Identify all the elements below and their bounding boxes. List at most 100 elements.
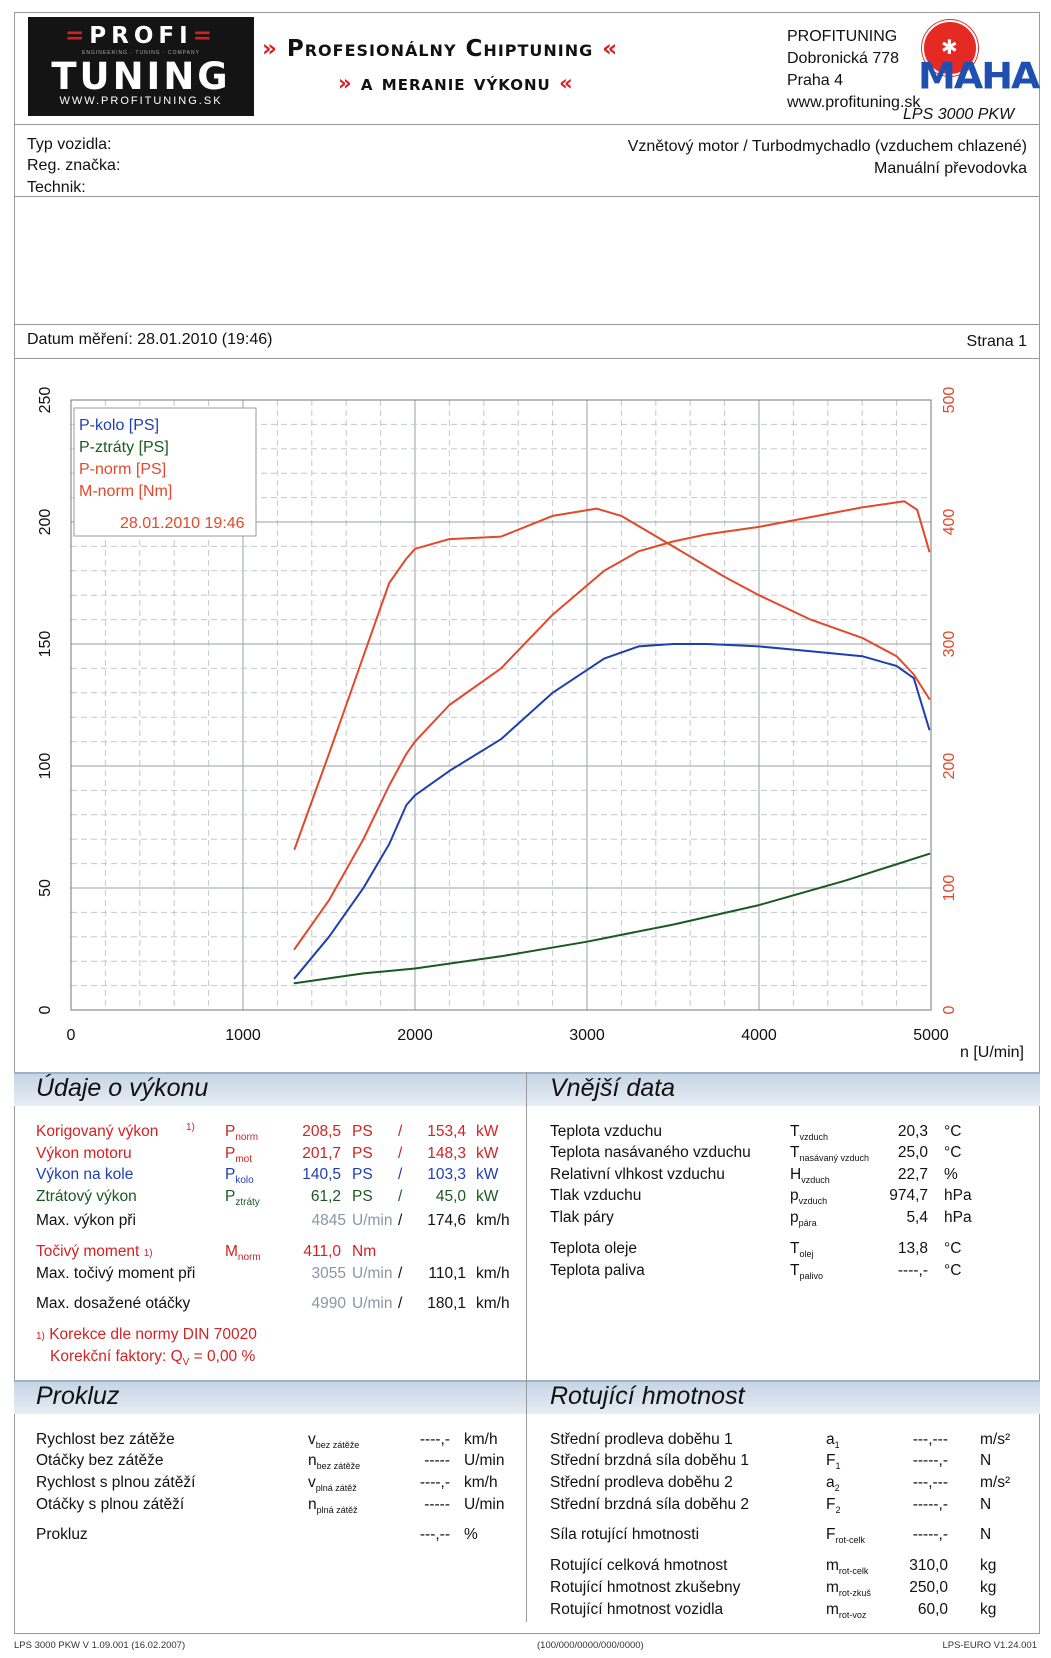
symbol-sub: plná zátěž <box>315 1483 357 1494</box>
ext-row-value: ----,- <box>897 1262 928 1279</box>
symbol-sub: ztráty <box>235 1196 260 1208</box>
rot-row-value: -----,- <box>912 1496 948 1513</box>
slip-row-symbol: vplná zátěž <box>308 1474 357 1493</box>
maha-logo: MAHA <box>918 55 1040 97</box>
max-power-rpm: 4845 <box>311 1212 346 1229</box>
perf-row-symbol: Pkolo <box>225 1166 254 1186</box>
perf-row-unit-kw: kW <box>476 1123 499 1140</box>
max-torque-speed-unit: km/h <box>476 1265 510 1282</box>
perf-row-value-kw: 148,3 <box>427 1144 466 1162</box>
rot-row-unit: kg <box>980 1579 997 1596</box>
slip-title: Prokluz <box>36 1382 120 1410</box>
rot-row-unit: N <box>980 1452 992 1469</box>
company-street: Dobronická 778 <box>787 50 900 67</box>
rot-row-symbol: a2 <box>826 1474 840 1493</box>
slip-row-label: Rychlost bez zátěže <box>36 1431 175 1448</box>
rot-row-unit: N <box>980 1526 992 1543</box>
symbol-sub: 2 <box>834 1483 840 1494</box>
perf-row-unit-ps: PS <box>352 1123 373 1140</box>
rot-row-unit: m/s² <box>980 1474 1011 1491</box>
reg-label: Reg. značka: <box>27 157 121 174</box>
ext-row-label: Teplota vzduchu <box>550 1123 663 1140</box>
slip-row-unit: km/h <box>464 1431 498 1448</box>
ext-row-unit: °C <box>944 1144 962 1161</box>
rot-row-unit: N <box>980 1496 992 1513</box>
symbol-sub: mot <box>235 1153 253 1165</box>
ext-row-value: 20,3 <box>897 1123 928 1140</box>
y-right-tick-label: 0 <box>941 1005 958 1014</box>
slip-band <box>14 1380 526 1414</box>
symbol-letter: v <box>308 1474 316 1491</box>
max-rpm-unit: U/min <box>352 1295 393 1312</box>
technician-label: Technik: <box>27 179 86 196</box>
symbol-letter: P <box>225 1123 236 1140</box>
perf-row-label: Výkon motoru <box>36 1144 132 1162</box>
perf-row-symbol: Pmot <box>225 1145 252 1165</box>
ext-row-unit: hPa <box>944 1187 972 1204</box>
x-axis-unit: n [U/min] <box>960 1044 1024 1061</box>
symbol-sub: plná zátěž <box>316 1505 358 1516</box>
rot-row-unit: m/s² <box>980 1431 1011 1448</box>
rot-row-value: 310,0 <box>909 1557 948 1574</box>
rot-row-symbol: mrot-voz <box>826 1601 866 1620</box>
symbol-letter: m <box>826 1601 839 1618</box>
symbol-sub: palivo <box>799 1271 823 1282</box>
slip-row-value: ----- <box>424 1496 450 1513</box>
perf-row-value-ps: 61,2 <box>310 1187 341 1205</box>
rot-row-label: Střední prodleva doběhu 2 <box>550 1474 733 1491</box>
ext-row-symbol: Tvzduch <box>790 1123 828 1142</box>
ext-row-symbol: Tpalivo <box>790 1262 823 1281</box>
max-power-speed-unit: km/h <box>476 1212 510 1229</box>
symbol-sub: pára <box>798 1218 817 1229</box>
rot-row-label: Rotující hmotnost vozidla <box>550 1601 724 1618</box>
perf-row-value-kw: 45,0 <box>435 1187 466 1205</box>
rot-row-symbol: F1 <box>826 1452 840 1471</box>
legend-entry: P-ztráty [PS] <box>79 439 169 456</box>
rot-row-unit: kg <box>980 1601 997 1618</box>
slip-row-symbol: nplná zátěž <box>308 1496 358 1515</box>
divider <box>14 196 1040 197</box>
max-rpm-slash: / <box>398 1295 403 1312</box>
ext-row-value: 25,0 <box>897 1144 928 1161</box>
symbol-sub: rot-zkuš <box>838 1588 871 1599</box>
rot-title: Rotující hmotnost <box>550 1382 745 1410</box>
symbol-sub: bez zátěže <box>316 1461 361 1472</box>
max-rpm-value: 4990 <box>311 1295 346 1312</box>
symbol-letter: P <box>225 1187 236 1205</box>
slip-row-unit: % <box>464 1526 478 1543</box>
x-tick-label: 4000 <box>741 1027 777 1044</box>
perf-row-unit-ps: PS <box>352 1187 373 1205</box>
maha-seal-icon <box>922 20 978 76</box>
max-rpm-label: Max. dosažené otáčky <box>36 1295 191 1312</box>
correction-note: 1) Korekce dle normy DIN 70020 <box>36 1326 257 1343</box>
plot-border <box>70 399 932 1011</box>
logo-subtitle: ENGINEERING · TUNING · COMPANY <box>82 50 200 56</box>
max-power-label: Max. výkon při <box>36 1212 136 1229</box>
y-right-tick-label: 200 <box>941 753 958 780</box>
rot-row-label: Rotující hmotnost zkušebny <box>550 1579 741 1596</box>
symbol-letter: T <box>790 1262 800 1279</box>
y-right-tick-label: 500 <box>941 387 958 414</box>
rot-row-symbol: a1 <box>826 1431 840 1450</box>
symbol-sub: kolo <box>235 1175 254 1187</box>
y-left-tick-label: 0 <box>37 1005 54 1014</box>
series-line-4 <box>293 507 931 850</box>
company-city: Praha 4 <box>787 72 844 89</box>
gearbox-type: Manuální převodovka <box>874 160 1027 177</box>
slip-row-value: ----,- <box>419 1474 450 1491</box>
series-line-3 <box>293 500 931 950</box>
rot-row-symbol: Frot-celk <box>826 1526 865 1545</box>
symbol-letter: m <box>826 1579 839 1596</box>
measurement-date: Datum měření: 28.01.2010 (19:46) <box>27 331 273 348</box>
ext-row-symbol: ppára <box>790 1209 817 1228</box>
footer-euro-version: LPS-EURO V1.24.001 <box>942 1640 1037 1651</box>
y-right-tick-label: 300 <box>941 631 958 658</box>
symbol-letter: n <box>308 1452 317 1469</box>
symbol-letter: F <box>826 1452 836 1469</box>
perf-row-value-ps: 208,5 <box>302 1123 341 1140</box>
perf-band <box>14 1072 526 1106</box>
symbol-letter: H <box>790 1166 802 1183</box>
ext-row-symbol: Tolej <box>790 1240 813 1259</box>
slip-row-unit: km/h <box>464 1474 498 1491</box>
symbol-sub: vzduch <box>798 1196 828 1207</box>
